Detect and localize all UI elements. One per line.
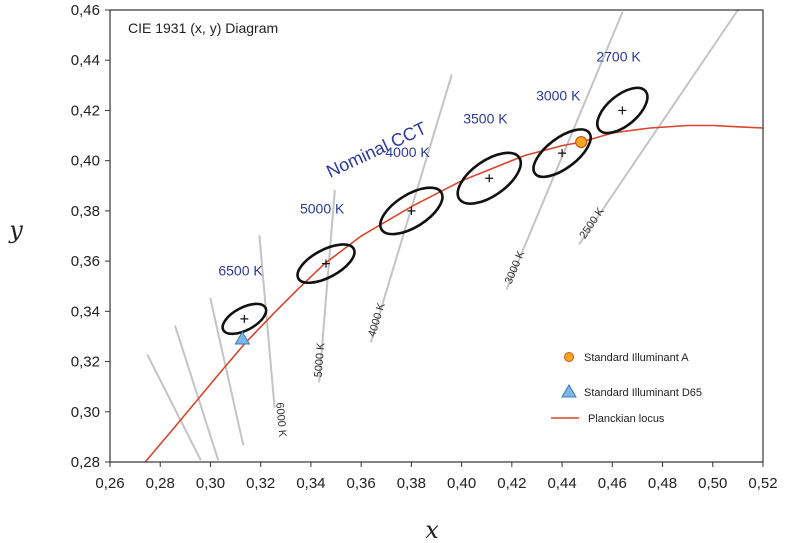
y-tick-label: 0,28 [71,454,100,471]
x-tick-label: 0,48 [648,475,677,492]
isotherm-label: 3000 K [503,248,528,285]
x-tick-label: 0,32 [246,475,275,492]
y-axis-title: y [8,216,23,244]
point-layer [234,135,588,345]
ellipse-center-cross [558,149,567,158]
legend-marker-illuminant-a [564,352,574,362]
isotherm-line [174,325,219,461]
y-tick-label: 0,34 [71,303,100,320]
y-tick-label: 0,44 [71,52,100,69]
legend: Standard Illuminant A Standard Illuminan… [551,352,702,425]
cct-label: 3500 K [463,110,508,126]
cct-label: 2700 K [596,48,641,64]
x-tick-label: 0,26 [95,475,124,492]
macadam-ellipse [456,151,523,205]
x-axis-title: x [425,516,439,543]
y-tick-label: 0,38 [71,203,100,220]
legend-marker-illuminant-d65 [561,384,577,398]
ellipse-center-cross [321,259,330,268]
locus-layer [144,124,764,463]
x-tick-layer: 0,26 0,28 0,30 0,32 0,34 0,36 0,38 0,40 0,42 0,44… [95,462,778,492]
x-tick-label: 0,28 [146,475,175,492]
x-tick-label: 0,42 [497,475,526,492]
legend-label-illuminant-d65: Standard Illuminant D65 [584,387,702,399]
macadam-ellipse [532,128,592,179]
macadam-ellipse [596,86,649,135]
x-tick-label: 0,38 [397,475,426,492]
planckian-locus-line [144,124,764,463]
cct-label: 6500 K [218,262,263,278]
cct-label: 4000 K [385,144,430,160]
y-tick-label: 0,30 [71,404,100,421]
isotherm-line [209,297,245,446]
y-tick-layer: 0,28 0,30 0,32 0,34 0,36 0,38 0,40 0,42 0,44 0,46 [71,2,110,471]
isotherm-label: 6000 K [273,402,288,438]
cct-label: 3000 K [536,88,581,104]
y-tick-label: 0,42 [71,102,100,119]
x-tick-label: 0,52 [748,475,777,492]
y-tick-label: 0,36 [71,253,100,270]
macadam-ellipse [379,186,444,236]
isotherm-label: 5000 K [313,342,328,378]
isotherm-line [505,11,624,290]
isotherm-label: 4000 K [366,301,388,338]
macadam-ellipse [221,302,268,336]
x-tick-label: 0,30 [196,475,225,492]
ellipse-center-cross [485,174,494,183]
ellipse-center-cross [240,314,249,323]
legend-label-planckian-locus: Planckian locus [588,413,665,425]
isotherm-label: 2500 K [577,205,607,241]
x-tick-label: 0,44 [547,475,576,492]
y-tick-label: 0,46 [71,2,100,19]
x-tick-label: 0,46 [598,475,627,492]
plot-frame [109,9,764,463]
chart-title: CIE 1931 (x, y) Diagram [128,20,278,36]
ellipse-layer: 6500 K 5000 K 4000 K 3500 K 3000 K 2700 K [218,48,649,336]
x-tick-label: 0,36 [347,475,376,492]
illuminant-a-point [575,135,588,149]
isotherm-line [146,354,202,461]
y-tick-label: 0,32 [71,354,100,371]
cct-label: 5000 K [300,200,345,216]
legend-label-illuminant-a: Standard Illuminant A [584,352,689,364]
x-tick-label: 0,34 [296,475,325,492]
isotherm-line [318,189,336,383]
x-tick-label: 0,40 [447,475,476,492]
ellipse-center-cross [407,206,416,215]
ellipse-center-cross [618,106,627,115]
y-tick-label: 0,40 [71,153,100,170]
illuminant-d65-point [234,330,251,345]
macadam-ellipse [296,243,356,285]
x-tick-label: 0,50 [698,475,727,492]
